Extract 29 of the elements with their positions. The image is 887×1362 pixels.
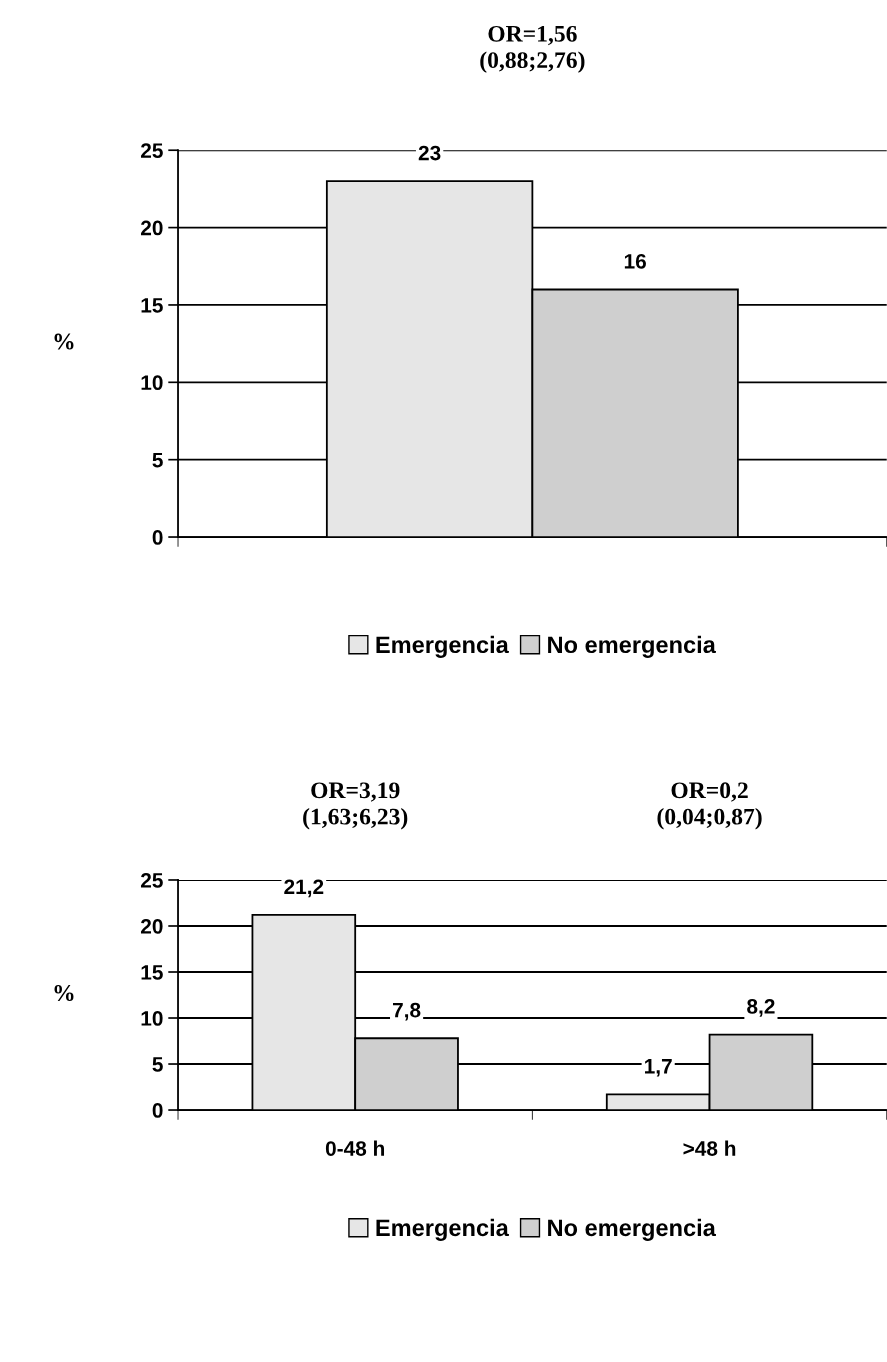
y-tick-label: 0 <box>152 1103 163 1118</box>
y-tick-label: 5 <box>152 1057 163 1072</box>
legend-label: No emergencia <box>548 1218 716 1241</box>
y-tick-label: 25 <box>140 872 163 888</box>
data-label: 7,8 <box>393 1002 421 1021</box>
y-tick-label: 15 <box>141 298 163 313</box>
y-axis-title: % <box>54 333 74 350</box>
y-tick-label: 0 <box>152 530 163 545</box>
y-tick-label: 20 <box>140 919 163 934</box>
data-label: 16 <box>624 253 646 269</box>
y-tick-label: 25 <box>140 143 163 158</box>
y-tick-label: 10 <box>141 375 163 391</box>
x-tick-label: 0-48 h <box>325 1140 385 1156</box>
text: OR=3,19 (1,63;6,23) <box>303 782 408 830</box>
legend-label: No emergencia <box>548 635 716 658</box>
data-label: 21,2 <box>284 879 324 898</box>
data-label: 23 <box>418 145 441 161</box>
y-tick-label: 5 <box>152 452 163 468</box>
y-tick-label: 10 <box>141 1011 163 1026</box>
y-tick-label: 20 <box>140 220 163 236</box>
legend-label: Emergencia <box>376 635 509 658</box>
legend-label: Emergencia <box>376 1218 509 1241</box>
y-axis-title: % <box>54 984 74 1001</box>
y-tick-label: 15 <box>141 965 163 980</box>
data-label: 8,2 <box>747 999 775 1017</box>
text: OR=0,2 (0,04;0,87) <box>657 782 762 830</box>
data-label: 1,7 <box>645 1059 672 1077</box>
text: OR=1,56 (0,88;2,76) <box>480 25 585 73</box>
x-tick-label: >48 h <box>683 1140 736 1156</box>
